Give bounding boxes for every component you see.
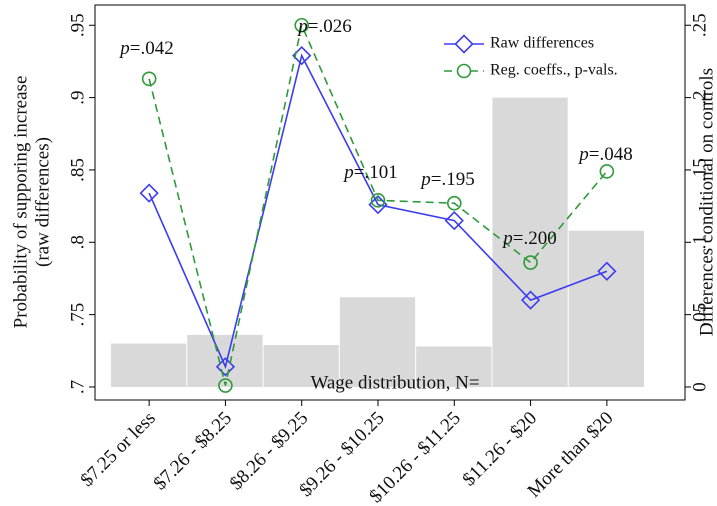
legend: Raw differences Reg. coeffs., p-vals. xyxy=(444,34,618,79)
marker xyxy=(520,290,541,310)
y2-tick-label: .15 xyxy=(689,158,710,182)
bar xyxy=(111,343,187,387)
y2-tick-label: .05 xyxy=(689,303,710,327)
series xyxy=(141,17,615,393)
line xyxy=(148,53,608,370)
y-tick-label: .9 xyxy=(67,90,88,104)
y-tick-label: .85 xyxy=(67,158,88,182)
plot-frame xyxy=(94,4,686,401)
y-axis-label: Probability of supporing increase xyxy=(10,76,31,329)
marker xyxy=(218,378,233,393)
marker xyxy=(444,210,464,231)
annotation: p=.048 xyxy=(577,144,632,165)
y-tick-label: .75 xyxy=(67,303,88,327)
bar-group xyxy=(111,97,644,387)
legend-marker xyxy=(454,34,474,54)
annotation: p=.042 xyxy=(118,38,173,59)
legend-label: Raw differences xyxy=(490,35,594,52)
y2-tick-label: .2 xyxy=(689,90,710,104)
y-tick-label: .8 xyxy=(67,235,88,249)
marker xyxy=(446,195,462,211)
line xyxy=(148,22,608,386)
x-tick-label: $7.25 or less xyxy=(77,408,160,491)
marker xyxy=(141,71,157,87)
legend-marker xyxy=(456,63,472,79)
annotation: p=.200 xyxy=(501,228,556,249)
x-tick-label: $11.26 - $20 xyxy=(459,408,542,491)
annotation: p=.195 xyxy=(419,169,474,190)
annotation: p=.101 xyxy=(342,162,397,183)
marker xyxy=(139,183,159,203)
marker xyxy=(368,195,388,215)
y-axis-label: (raw differences) xyxy=(32,137,53,267)
marker xyxy=(523,255,538,270)
bar xyxy=(568,230,644,387)
annotation: p=.026 xyxy=(296,16,351,37)
bar xyxy=(263,345,339,387)
bar-label: Wage distribution, N= xyxy=(310,372,479,393)
marker xyxy=(294,17,310,33)
marker xyxy=(597,261,617,281)
y2-axis-label: Differences conditional on controls xyxy=(696,68,717,336)
bar xyxy=(416,346,492,387)
legend-label: Reg. coeffs., p-vals. xyxy=(490,62,618,79)
bar xyxy=(339,297,416,387)
y2-tick-label: 0 xyxy=(689,382,710,392)
marker xyxy=(370,193,386,208)
y2-tick-label: .1 xyxy=(689,235,710,249)
y2-tick-label: .25 xyxy=(689,13,710,37)
y-tick-label: .95 xyxy=(67,13,88,37)
marker xyxy=(292,46,312,66)
y-tick-label: .7 xyxy=(67,380,88,394)
marker xyxy=(599,164,615,179)
x-tick-label: $7.26 - $8.25 xyxy=(150,408,236,494)
